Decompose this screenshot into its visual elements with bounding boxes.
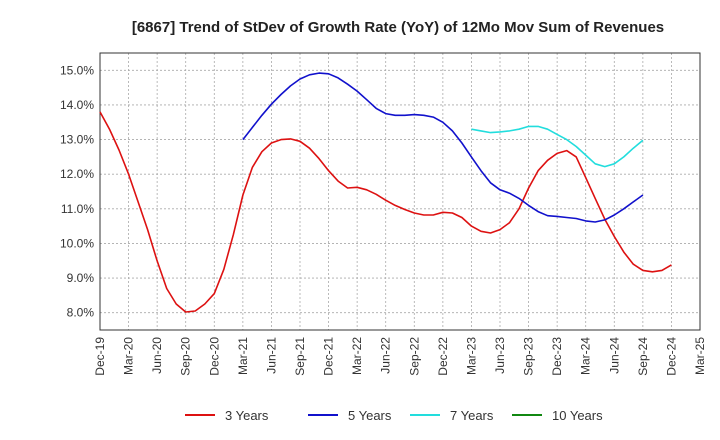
- x-tick-label: Sep-22: [407, 337, 421, 376]
- x-tick-label: Mar-20: [122, 337, 136, 375]
- x-tick-label: Dec-23: [550, 337, 564, 376]
- x-tick-label: Dec-20: [207, 337, 221, 376]
- y-tick-label: 10.0%: [60, 236, 94, 250]
- x-tick-label: Sep-21: [293, 337, 307, 376]
- legend: 3 Years 5 Years 7 Years 10 Years: [185, 408, 603, 423]
- series-line-3-years: [99, 111, 672, 313]
- y-tick-label: 15.0%: [60, 63, 94, 77]
- y-tick-label: 14.0%: [60, 98, 94, 112]
- y-tick-label: 12.0%: [60, 167, 94, 181]
- x-tick-label: Dec-21: [322, 337, 336, 376]
- legend-label: 5 Years: [348, 408, 392, 423]
- x-tick-label: Dec-24: [664, 337, 678, 376]
- x-tick-label: Dec-19: [93, 337, 107, 376]
- x-tick-label: Jun-22: [379, 337, 393, 374]
- x-tick-label: Mar-24: [579, 337, 593, 375]
- x-tick-label: Sep-24: [636, 337, 650, 376]
- y-axis: 8.0% 9.0% 10.0% 11.0% 12.0% 13.0% 14.0% 15.0%: [60, 63, 94, 319]
- y-tick-label: 13.0%: [60, 133, 94, 147]
- grid-lines: [99, 53, 701, 330]
- legend-label: 7 Years: [450, 408, 494, 423]
- y-tick-label: 9.0%: [67, 271, 95, 285]
- legend-label: 3 Years: [225, 408, 269, 423]
- series-line-5-years: [242, 72, 644, 223]
- x-tick-label: Jun-23: [493, 337, 507, 374]
- x-tick-label: Jun-21: [264, 337, 278, 374]
- chart-title: [6867] Trend of StDev of Growth Rate (Yo…: [132, 19, 664, 36]
- y-tick-label: 8.0%: [67, 306, 95, 320]
- plot-area: [99, 52, 701, 331]
- x-tick-label: Mar-25: [693, 337, 707, 375]
- series-layer: [99, 72, 672, 313]
- x-tick-label: Sep-20: [179, 337, 193, 376]
- x-tick-label: Jun-20: [150, 337, 164, 374]
- x-tick-label: Mar-22: [350, 337, 364, 375]
- x-tick-label: Jun-24: [607, 337, 621, 374]
- series-line-7-years: [471, 125, 644, 168]
- x-axis: Dec-19 Mar-20 Jun-20 Sep-20 Dec-20 Mar-21 Jun-…: [93, 337, 707, 376]
- legend-label: 10 Years: [552, 408, 603, 423]
- x-tick-label: Dec-22: [436, 337, 450, 376]
- y-tick-label: 11.0%: [61, 202, 94, 216]
- x-tick-label: Mar-21: [236, 337, 250, 375]
- x-tick-label: Mar-23: [464, 337, 478, 375]
- x-tick-label: Sep-23: [522, 337, 536, 376]
